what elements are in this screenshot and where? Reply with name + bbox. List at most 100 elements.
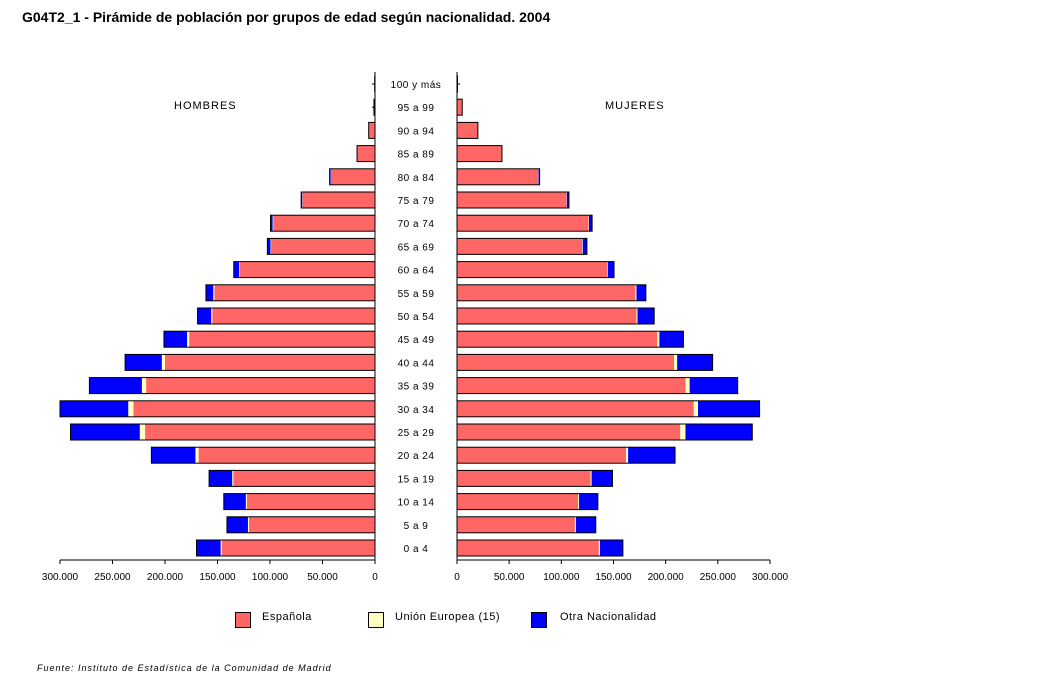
hombres-bar-outline — [163, 330, 376, 348]
hombres-bar-outline — [59, 400, 376, 418]
mujeres-bar-segment — [457, 400, 694, 417]
hombres-bar-segment — [211, 308, 213, 324]
hombres-bar-segment — [89, 377, 142, 394]
left-x-tick-label: 150.000 — [199, 572, 236, 583]
mujeres-bar-segment — [685, 377, 690, 394]
mujeres-bar-segment — [628, 447, 676, 464]
mujeres-bar-segment — [689, 377, 738, 394]
mujeres-bar-outline — [456, 284, 647, 302]
mujeres-bar-segment — [457, 331, 658, 348]
hombres-bar-segment — [146, 377, 375, 394]
mujeres-bar-outline — [456, 446, 676, 464]
legend-swatch-ue15 — [368, 612, 384, 628]
hombres-bar-segment — [239, 261, 375, 278]
mujeres-bar-segment — [685, 424, 753, 440]
mujeres-label: MUJERES — [605, 100, 665, 112]
hombres-bar-segment — [133, 400, 375, 417]
mujeres-bar-segment — [677, 354, 713, 371]
mujeres-bar-segment — [698, 400, 760, 417]
hombres-bar-outline — [196, 539, 376, 557]
mujeres-bar-outline — [456, 377, 739, 395]
mujeres-bar-segment — [674, 354, 678, 371]
mujeres-bar-outline — [456, 214, 593, 232]
mujeres-bar-outline — [456, 400, 761, 418]
hombres-bar-outline — [300, 191, 376, 209]
mujeres-bar-outline — [456, 121, 479, 139]
age-group-label: 85 a 89 — [398, 150, 435, 161]
mujeres-bar-outline — [456, 145, 503, 163]
mujeres-bar-segment — [457, 99, 463, 116]
mujeres-bar-segment — [693, 400, 699, 417]
mujeres-bar-segment — [590, 470, 592, 487]
hombres-bar-segment — [165, 354, 375, 371]
hombres-bar-segment — [245, 493, 247, 510]
hombres-bar-segment — [163, 331, 188, 348]
mujeres-bar-outline — [456, 307, 655, 325]
age-group-label: 55 a 59 — [398, 289, 435, 300]
legend-swatch-espanola — [235, 612, 251, 628]
legend-label-otra: Otra Nacionalidad — [560, 611, 657, 623]
legend-label-ue15: Unión Europea (15) — [395, 611, 501, 623]
age-group-label: 45 a 49 — [398, 335, 435, 346]
mujeres-bar-segment — [538, 168, 540, 185]
hombres-bar-segment — [220, 540, 222, 556]
mujeres-bar-segment — [457, 192, 567, 208]
age-group-label: 75 a 79 — [398, 196, 435, 207]
mujeres-bar-segment — [457, 424, 681, 440]
age-group-label: 60 a 64 — [398, 266, 435, 277]
mujeres-bar-segment — [457, 470, 591, 487]
chart-title: G04T2_1 - Pirámide de población por grup… — [22, 9, 551, 25]
hombres-bar-outline — [226, 516, 376, 534]
age-group-label: 20 a 24 — [398, 451, 435, 462]
right-x-tick-label: 200.000 — [648, 572, 685, 583]
right-x-tick-label: 300.000 — [752, 572, 789, 583]
mujeres-bar-outline — [456, 469, 613, 487]
mujeres-bar-outline — [456, 261, 615, 279]
hombres-bar-segment — [213, 284, 215, 301]
age-group-label: 5 a 9 — [404, 521, 429, 532]
hombres-label: HOMBRES — [174, 100, 237, 112]
hombres-bar-segment — [226, 516, 248, 533]
left-x-tick-label: 200.000 — [147, 572, 184, 583]
hombres-bar-segment — [70, 424, 140, 440]
mujeres-bar-segment — [579, 493, 598, 510]
hombres-bar-segment — [301, 192, 303, 208]
hombres-bar-outline — [205, 284, 376, 302]
age-group-label: 95 a 99 — [398, 103, 435, 114]
mujeres-bar-segment — [457, 377, 686, 394]
mujeres-bar-segment — [457, 516, 575, 533]
mujeres-bar-segment — [607, 261, 615, 278]
mujeres-bar-segment — [657, 331, 660, 348]
mujeres-bar-outline — [456, 353, 714, 371]
mujeres-bar-segment — [457, 145, 502, 162]
mujeres-bar-segment — [599, 540, 623, 556]
mujeres-bar-outline — [456, 98, 463, 116]
hombres-bar-segment — [273, 215, 375, 232]
left-x-tick-label: 300.000 — [42, 572, 79, 583]
mujeres-bar-outline — [456, 539, 624, 557]
mujeres-bar-segment — [457, 238, 583, 255]
hombres-bar-segment — [128, 400, 134, 417]
hombres-bar-segment — [198, 447, 375, 464]
age-group-label: 40 a 44 — [398, 358, 435, 369]
mujeres-bar-segment — [457, 122, 478, 139]
mujeres-bar-outline — [456, 516, 597, 534]
hombres-bar-outline — [208, 469, 376, 487]
hombres-bar-segment — [271, 238, 375, 255]
mujeres-bar-segment — [457, 493, 579, 510]
hombres-bar-segment — [373, 99, 375, 116]
hombres-bar-outline — [70, 423, 376, 441]
hombres-bar-segment — [330, 168, 375, 185]
hombres-bar-segment — [246, 493, 375, 510]
hombres-bar-segment — [270, 238, 272, 255]
hombres-bar-segment — [212, 308, 375, 324]
legend-swatch-otra — [531, 612, 547, 628]
mujeres-bar-outline — [456, 191, 570, 209]
right-x-tick-label: 50.000 — [494, 572, 525, 583]
mujeres-bar-segment — [636, 308, 638, 324]
source-note: Fuente: Instituto de Estadística de la C… — [37, 663, 332, 673]
mujeres-bar-outline — [456, 330, 684, 348]
hombres-bar-segment — [141, 377, 147, 394]
age-group-label: 10 a 14 — [398, 498, 435, 509]
hombres-bar-outline — [270, 214, 376, 232]
